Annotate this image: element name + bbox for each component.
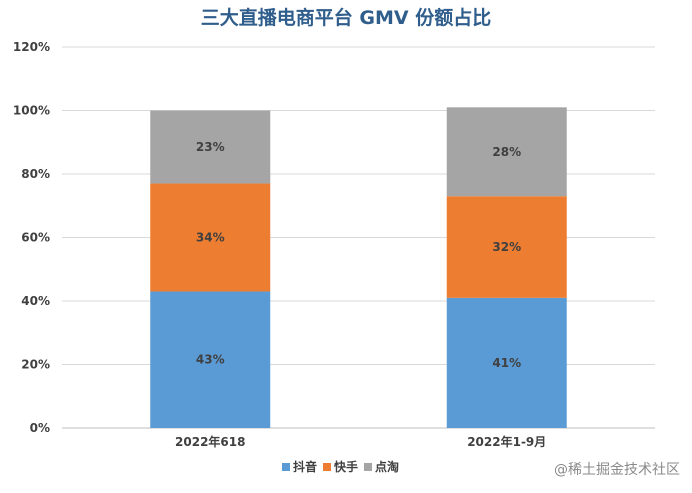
data-label: 43% (196, 353, 225, 367)
x-category-label: 2022年1-9月 (467, 434, 546, 449)
legend-swatch (364, 463, 372, 471)
x-category-label: 2022年618 (175, 434, 245, 449)
bar-segment (446, 297, 567, 428)
data-label: 23% (196, 140, 225, 154)
data-label: 28% (492, 145, 521, 159)
bar-segment (150, 183, 271, 292)
chart-title: 三大直播电商平台 GMV 份额占比 (201, 6, 491, 29)
y-tick-label: 100% (13, 104, 50, 118)
y-axis-ticks: 0% 20% 40% 60% 80% 100% 120% (13, 40, 50, 435)
data-label: 41% (492, 356, 521, 370)
y-tick-label: 20% (21, 358, 50, 372)
y-tick-label: 60% (21, 231, 50, 245)
legend-label: 点淘 (375, 459, 399, 474)
legend-swatch (282, 463, 290, 471)
bar-segment (446, 196, 567, 298)
bar-segment (150, 291, 271, 428)
y-tick-label: 0% (30, 421, 50, 435)
bar-segment (446, 107, 567, 197)
data-label: 32% (492, 240, 521, 254)
x-axis-categories: 2022年618 2022年1-9月 (175, 434, 546, 449)
bar-segment (150, 110, 271, 184)
legend-label: 快手 (334, 459, 358, 474)
legend-label: 抖音 (293, 459, 317, 474)
y-tick-label: 80% (21, 167, 50, 181)
data-label: 34% (196, 231, 225, 245)
y-tick-label: 40% (21, 294, 50, 308)
y-tick-label: 120% (13, 40, 50, 54)
watermark-text: @稀土掘金技术社区 (554, 462, 680, 478)
bars (150, 107, 567, 428)
legend-swatch (323, 463, 331, 471)
data-labels: 43% 34% 23% 41% 32% 28% (196, 140, 521, 370)
legend: 抖音 快手 点淘 (282, 459, 399, 474)
